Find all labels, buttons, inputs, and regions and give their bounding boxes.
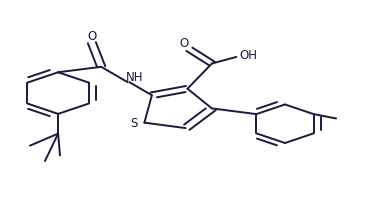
Text: OH: OH — [239, 49, 257, 62]
Text: O: O — [179, 37, 188, 50]
Text: O: O — [87, 30, 96, 43]
Text: S: S — [130, 117, 138, 130]
Text: NH: NH — [126, 71, 144, 84]
